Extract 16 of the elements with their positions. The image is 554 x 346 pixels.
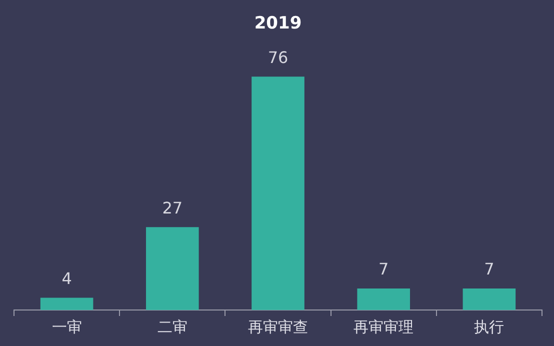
data-label: 7 — [378, 260, 389, 279]
x-tick-label: 再审审理 — [354, 318, 414, 336]
x-tick-label: 再审审查 — [248, 318, 308, 336]
x-tick-label: 执行 — [474, 318, 504, 336]
bar — [357, 288, 410, 310]
bar — [252, 76, 304, 310]
bar — [462, 288, 516, 310]
data-label: 76 — [268, 48, 288, 67]
bar — [40, 298, 94, 310]
chart-title: 2019 — [254, 14, 302, 34]
x-tick-label: 一审 — [52, 318, 82, 336]
bar — [146, 227, 199, 310]
data-label: 7 — [484, 260, 494, 279]
data-label: 4 — [62, 268, 72, 288]
data-label: 27 — [162, 198, 183, 218]
x-tick-label: 二审 — [157, 318, 188, 336]
